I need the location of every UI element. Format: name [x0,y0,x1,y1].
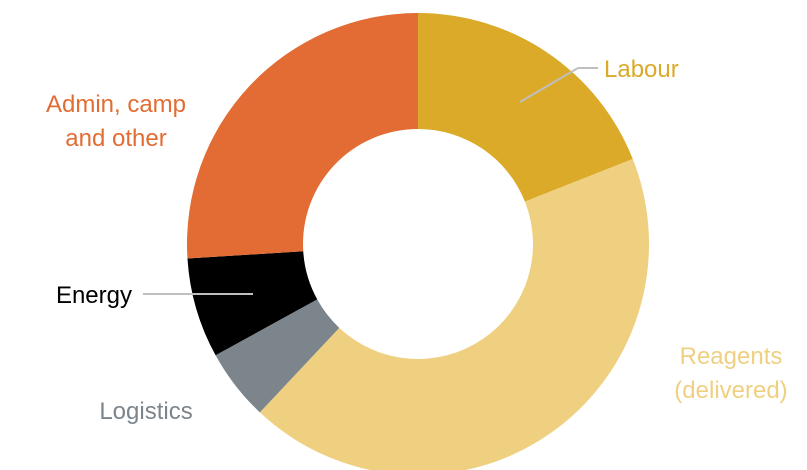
slice-admin-camp-and-other [187,13,418,259]
label-reagents-line2: (delivered) [674,377,787,404]
label-logistics: Logistics [99,398,192,425]
label-reagents-line1: Reagents [680,343,783,370]
label-admin-line1: Admin, camp [46,91,186,118]
slice-reagents-delivered [259,158,649,470]
label-admin-line2: and other [65,125,166,152]
label-labour: Labour [604,56,679,83]
donut-slices [187,13,649,470]
slice-logistics [215,299,340,413]
labour-leader-line [519,67,579,103]
slice-labour [418,13,633,202]
label-energy: Energy [56,282,132,309]
slice-energy [187,251,318,356]
